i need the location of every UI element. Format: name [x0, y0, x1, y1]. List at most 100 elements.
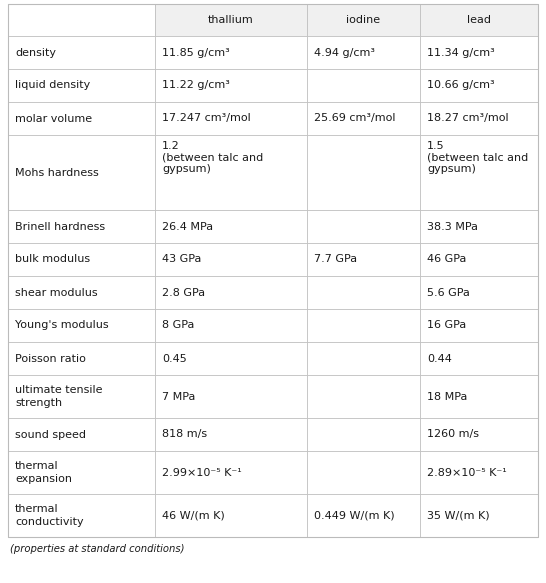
Bar	[420, 135, 538, 210]
Bar	[307, 36, 420, 69]
Text: 1.2
(between talc and
gypsum): 1.2 (between talc and gypsum)	[162, 141, 263, 174]
Text: 1.5
(between talc and
gypsum): 1.5 (between talc and gypsum)	[427, 141, 528, 174]
Text: 11.22 g/cm³: 11.22 g/cm³	[162, 80, 230, 90]
Bar	[8, 451, 155, 494]
Bar	[8, 210, 155, 243]
Bar	[420, 243, 538, 276]
Bar	[8, 418, 155, 451]
Text: 35 W/(m K): 35 W/(m K)	[427, 511, 490, 521]
Text: liquid density: liquid density	[15, 80, 90, 90]
Text: thallium: thallium	[208, 15, 254, 25]
Bar	[307, 276, 420, 309]
Text: bulk modulus: bulk modulus	[15, 255, 90, 265]
Bar	[155, 243, 307, 276]
Text: 7 MPa: 7 MPa	[162, 392, 195, 402]
Text: molar volume: molar volume	[15, 114, 92, 124]
Bar	[420, 210, 538, 243]
Bar	[307, 418, 420, 451]
Bar	[155, 451, 307, 494]
Text: shear modulus: shear modulus	[15, 287, 98, 297]
Text: Young's modulus: Young's modulus	[15, 321, 109, 331]
Text: density: density	[15, 47, 56, 58]
Bar	[8, 375, 155, 418]
Bar	[307, 342, 420, 375]
Bar	[420, 342, 538, 375]
Text: 0.45: 0.45	[162, 353, 187, 363]
Bar	[8, 4, 155, 36]
Bar	[420, 36, 538, 69]
Bar	[307, 375, 420, 418]
Text: 16 GPa: 16 GPa	[427, 321, 466, 331]
Text: 38.3 MPa: 38.3 MPa	[427, 222, 478, 231]
Bar	[307, 494, 420, 537]
Text: 18 MPa: 18 MPa	[427, 392, 467, 402]
Bar	[420, 309, 538, 342]
Bar	[8, 36, 155, 69]
Text: 26.4 MPa: 26.4 MPa	[162, 222, 213, 231]
Text: 25.69 cm³/mol: 25.69 cm³/mol	[314, 114, 395, 124]
Text: 46 GPa: 46 GPa	[427, 255, 466, 265]
Bar	[155, 494, 307, 537]
Text: 17.247 cm³/mol: 17.247 cm³/mol	[162, 114, 251, 124]
Bar	[307, 135, 420, 210]
Bar	[420, 451, 538, 494]
Bar	[420, 494, 538, 537]
Text: thermal
conductivity: thermal conductivity	[15, 504, 84, 526]
Text: Poisson ratio: Poisson ratio	[15, 353, 86, 363]
Bar	[420, 4, 538, 36]
Bar	[155, 375, 307, 418]
Text: Brinell hardness: Brinell hardness	[15, 222, 105, 231]
Bar	[420, 276, 538, 309]
Text: 7.7 GPa: 7.7 GPa	[314, 255, 357, 265]
Bar	[155, 36, 307, 69]
Text: 11.34 g/cm³: 11.34 g/cm³	[427, 47, 495, 58]
Bar	[155, 418, 307, 451]
Text: (properties at standard conditions): (properties at standard conditions)	[10, 544, 185, 554]
Text: Mohs hardness: Mohs hardness	[15, 167, 99, 177]
Bar	[8, 494, 155, 537]
Bar	[155, 102, 307, 135]
Bar	[155, 276, 307, 309]
Text: 11.85 g/cm³: 11.85 g/cm³	[162, 47, 230, 58]
Bar	[155, 69, 307, 102]
Text: 10.66 g/cm³: 10.66 g/cm³	[427, 80, 495, 90]
Bar	[420, 69, 538, 102]
Bar	[420, 418, 538, 451]
Text: 46 W/(m K): 46 W/(m K)	[162, 511, 225, 521]
Bar	[307, 451, 420, 494]
Bar	[307, 102, 420, 135]
Bar	[8, 342, 155, 375]
Bar	[307, 69, 420, 102]
Bar	[307, 309, 420, 342]
Text: thermal
expansion: thermal expansion	[15, 461, 72, 484]
Bar	[155, 210, 307, 243]
Bar	[8, 309, 155, 342]
Bar	[8, 135, 155, 210]
Text: 8 GPa: 8 GPa	[162, 321, 194, 331]
Bar	[8, 102, 155, 135]
Bar	[155, 135, 307, 210]
Bar	[8, 276, 155, 309]
Bar	[155, 309, 307, 342]
Bar	[307, 243, 420, 276]
Text: sound speed: sound speed	[15, 430, 86, 440]
Text: 2.89×10⁻⁵ K⁻¹: 2.89×10⁻⁵ K⁻¹	[427, 468, 507, 477]
Bar	[155, 342, 307, 375]
Bar	[155, 4, 307, 36]
Text: 0.449 W/(m K): 0.449 W/(m K)	[314, 511, 395, 521]
Text: 0.44: 0.44	[427, 353, 452, 363]
Bar	[420, 375, 538, 418]
Bar	[8, 69, 155, 102]
Text: lead: lead	[467, 15, 491, 25]
Text: 818 m/s: 818 m/s	[162, 430, 207, 440]
Text: 2.99×10⁻⁵ K⁻¹: 2.99×10⁻⁵ K⁻¹	[162, 468, 242, 477]
Text: 4.94 g/cm³: 4.94 g/cm³	[314, 47, 375, 58]
Bar	[420, 102, 538, 135]
Bar	[307, 4, 420, 36]
Bar	[8, 243, 155, 276]
Text: iodine: iodine	[347, 15, 381, 25]
Text: 2.8 GPa: 2.8 GPa	[162, 287, 205, 297]
Text: 1260 m/s: 1260 m/s	[427, 430, 479, 440]
Text: 18.27 cm³/mol: 18.27 cm³/mol	[427, 114, 509, 124]
Text: 43 GPa: 43 GPa	[162, 255, 201, 265]
